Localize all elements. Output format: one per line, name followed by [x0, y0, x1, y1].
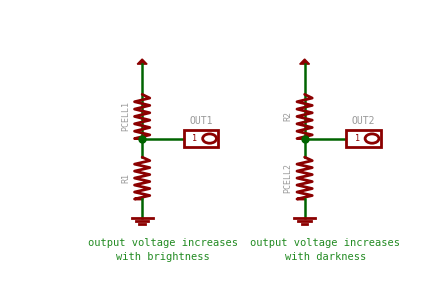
Text: 1: 1	[192, 134, 197, 143]
Text: R2: R2	[284, 111, 293, 121]
Bar	[346, 130, 381, 147]
Text: R1: R1	[121, 173, 130, 183]
Polygon shape	[137, 59, 147, 64]
Text: OUT1: OUT1	[189, 116, 213, 126]
Polygon shape	[300, 59, 310, 64]
Text: output voltage increases: output voltage increases	[250, 238, 401, 248]
Bar	[184, 130, 218, 147]
Text: PCELL2: PCELL2	[284, 163, 293, 193]
Text: with brightness: with brightness	[116, 252, 210, 262]
Text: PCELL1: PCELL1	[121, 101, 130, 131]
Text: OUT2: OUT2	[351, 116, 375, 126]
Text: with darkness: with darkness	[285, 252, 366, 262]
Text: 1: 1	[355, 134, 359, 143]
Text: output voltage increases: output voltage increases	[88, 238, 238, 248]
